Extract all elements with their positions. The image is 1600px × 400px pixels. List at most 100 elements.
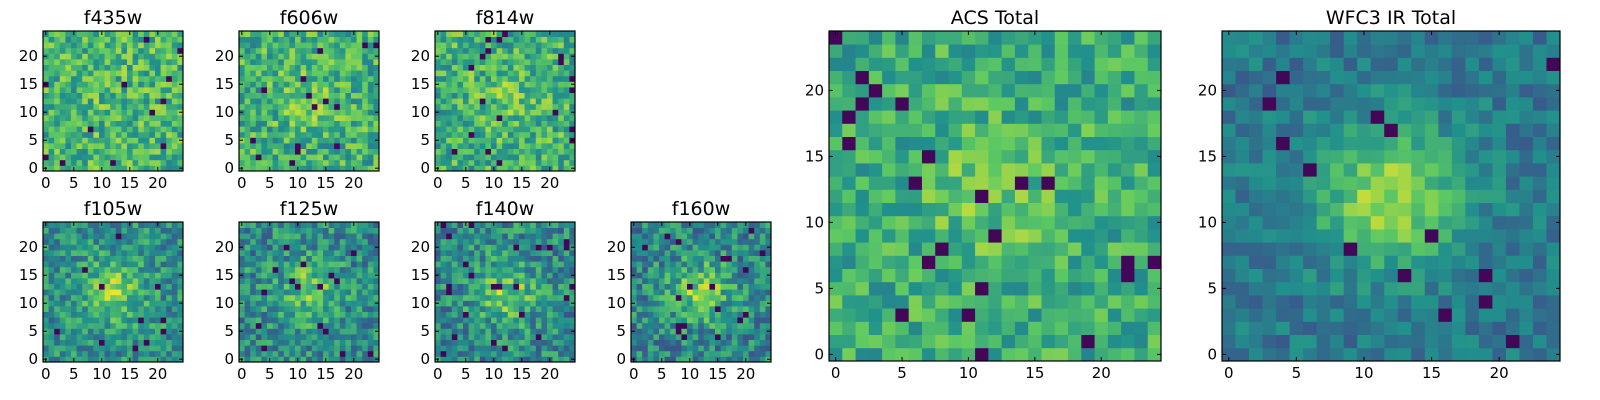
heatmap-cell xyxy=(155,238,161,245)
heatmap-cell xyxy=(569,334,576,340)
heatmap-cell xyxy=(306,266,313,273)
heatmap-cell xyxy=(104,261,111,268)
heatmap-cell xyxy=(715,300,721,307)
heatmap-cell xyxy=(93,53,100,60)
heatmap-cell xyxy=(479,115,486,121)
heatmap-cell xyxy=(491,137,497,144)
heatmap-cell xyxy=(127,92,133,99)
heatmap-cell xyxy=(71,81,77,88)
heatmap-cell xyxy=(367,272,374,279)
heatmap-cell xyxy=(317,345,324,352)
heatmap-cell xyxy=(54,81,61,88)
heatmap-cell xyxy=(664,272,671,279)
heatmap-cell xyxy=(87,238,94,245)
heatmap-cell xyxy=(703,311,710,318)
heatmap-cell xyxy=(367,103,374,110)
heatmap-cell xyxy=(496,75,503,82)
heatmap-cell xyxy=(524,92,531,99)
heatmap-cell xyxy=(93,148,100,155)
heatmap-cell xyxy=(160,98,167,105)
heatmap-cell xyxy=(143,115,150,121)
heatmap-cell xyxy=(737,278,744,284)
heatmap-cell xyxy=(1107,202,1122,217)
heatmap-cell xyxy=(121,328,128,335)
heatmap-cell xyxy=(675,322,682,329)
heatmap-cell xyxy=(160,266,167,273)
heatmap-cell xyxy=(356,345,363,352)
heatmap-cell xyxy=(104,165,111,172)
heatmap-cell xyxy=(295,87,301,93)
heatmap-cell xyxy=(687,238,693,245)
heatmap-cell xyxy=(541,115,548,121)
heatmap-cell xyxy=(440,47,447,54)
heatmap-cell xyxy=(446,266,453,273)
heatmap-cell xyxy=(754,278,761,284)
panel-title: f125w xyxy=(280,198,339,220)
heatmap-cell xyxy=(283,92,290,99)
heatmap-cell xyxy=(87,159,94,166)
heatmap-cell xyxy=(334,328,341,335)
heatmap-cell xyxy=(334,42,341,49)
heatmap-cell xyxy=(1014,176,1029,190)
heatmap-cell xyxy=(737,350,744,357)
heatmap-cell xyxy=(524,283,531,290)
heatmap-cell xyxy=(367,47,374,54)
heatmap-cell xyxy=(675,311,682,318)
x-tick-label: 10 xyxy=(288,365,307,383)
heatmap-cell xyxy=(104,109,111,116)
heatmap-cell xyxy=(709,350,716,357)
heatmap-cell xyxy=(507,109,514,116)
heatmap-cell xyxy=(485,317,492,324)
heatmap-cell xyxy=(127,126,133,133)
heatmap-cell xyxy=(468,244,475,251)
heatmap-cell xyxy=(110,98,117,105)
heatmap-cell xyxy=(143,311,150,318)
heatmap-cell xyxy=(759,289,766,296)
heatmap-cell xyxy=(339,70,346,77)
heatmap-cell xyxy=(351,148,357,155)
heatmap-cell xyxy=(115,59,122,65)
heatmap-cell xyxy=(687,339,693,346)
heatmap-cell xyxy=(127,103,133,110)
heatmap-cell xyxy=(166,272,173,279)
heatmap-cell xyxy=(121,148,128,155)
heatmap-cell xyxy=(311,75,318,82)
heatmap-cell xyxy=(935,176,949,190)
heatmap-cell xyxy=(519,272,525,279)
heatmap-cell xyxy=(339,250,346,256)
heatmap-cell xyxy=(1134,268,1149,283)
heatmap-cell xyxy=(65,266,72,273)
heatmap-cell xyxy=(323,311,329,318)
heatmap-cell xyxy=(569,59,576,65)
heatmap-cell xyxy=(362,227,369,234)
heatmap-cell xyxy=(160,345,167,352)
heatmap-cell xyxy=(76,131,83,138)
heatmap-cell xyxy=(295,255,301,262)
heatmap-cell xyxy=(87,47,94,54)
heatmap-cell xyxy=(177,70,184,77)
heatmap-cell xyxy=(244,109,251,116)
heatmap-cell xyxy=(99,92,105,99)
heatmap-cell xyxy=(71,109,77,116)
heatmap-cell xyxy=(334,255,341,262)
heatmap-cell xyxy=(502,53,509,60)
heatmap-cell xyxy=(373,31,380,37)
y-tick-label: 15 xyxy=(607,266,626,284)
heatmap-cell xyxy=(93,131,100,138)
heatmap-cell xyxy=(82,334,89,340)
heatmap-cell xyxy=(451,59,458,65)
heatmap-cell xyxy=(250,339,257,346)
heatmap-cell xyxy=(485,148,492,155)
heatmap-cell xyxy=(552,283,559,290)
heatmap-cell xyxy=(631,345,637,352)
heatmap-cell xyxy=(524,70,531,77)
heatmap-cell xyxy=(54,272,61,279)
heatmap-cell xyxy=(908,149,923,164)
heatmap-cell xyxy=(272,238,279,245)
heatmap-cell xyxy=(149,345,156,352)
heatmap-cell xyxy=(642,244,649,251)
heatmap-cell xyxy=(653,255,660,262)
heatmap-cell xyxy=(496,154,503,161)
heatmap-cell xyxy=(149,322,156,329)
y-tick-label: 15 xyxy=(411,75,430,93)
